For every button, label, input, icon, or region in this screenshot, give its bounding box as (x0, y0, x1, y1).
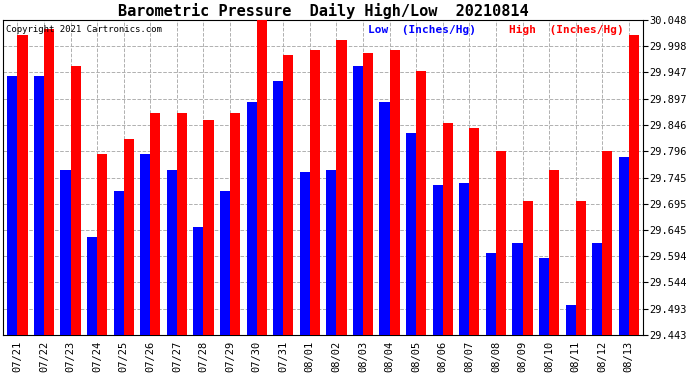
Bar (167, 170, 177, 335)
Bar (257, 19, 267, 335)
Bar (44, 29, 54, 335)
Bar (522, 201, 533, 335)
Bar (70, 66, 81, 335)
Bar (575, 201, 586, 335)
Bar (87, 237, 97, 335)
Bar (460, 183, 469, 335)
Bar (469, 128, 480, 335)
Bar (380, 102, 390, 335)
Bar (390, 50, 400, 335)
Bar (284, 56, 293, 335)
Bar (97, 154, 107, 335)
Text: High  (Inches/Hg): High (Inches/Hg) (509, 25, 624, 35)
Bar (204, 120, 214, 335)
Bar (310, 50, 320, 335)
Bar (177, 112, 187, 335)
Title: Barometric Pressure  Daily High/Low  20210814: Barometric Pressure Daily High/Low 20210… (118, 3, 529, 19)
Text: Copyright 2021 Cartronics.com: Copyright 2021 Cartronics.com (6, 25, 162, 34)
Bar (592, 243, 602, 335)
Bar (619, 157, 629, 335)
Bar (353, 66, 363, 335)
Bar (406, 134, 416, 335)
Bar (549, 170, 559, 335)
Bar (416, 71, 426, 335)
Bar (140, 154, 150, 335)
Bar (114, 190, 124, 335)
Bar (8, 76, 17, 335)
Bar (566, 305, 575, 335)
Bar (230, 112, 240, 335)
Bar (61, 170, 70, 335)
Bar (246, 102, 257, 335)
Bar (337, 40, 346, 335)
Bar (220, 190, 230, 335)
Bar (496, 151, 506, 335)
Bar (34, 76, 44, 335)
Bar (629, 34, 639, 335)
Bar (433, 185, 443, 335)
Bar (150, 112, 161, 335)
Bar (602, 151, 612, 335)
Bar (513, 243, 522, 335)
Text: Low  (Inches/Hg): Low (Inches/Hg) (368, 25, 476, 34)
Bar (443, 123, 453, 335)
Bar (299, 172, 310, 335)
Bar (193, 227, 204, 335)
Bar (363, 53, 373, 335)
Bar (17, 34, 28, 335)
Bar (539, 258, 549, 335)
Bar (124, 139, 134, 335)
Bar (486, 253, 496, 335)
Bar (326, 170, 337, 335)
Bar (273, 81, 284, 335)
